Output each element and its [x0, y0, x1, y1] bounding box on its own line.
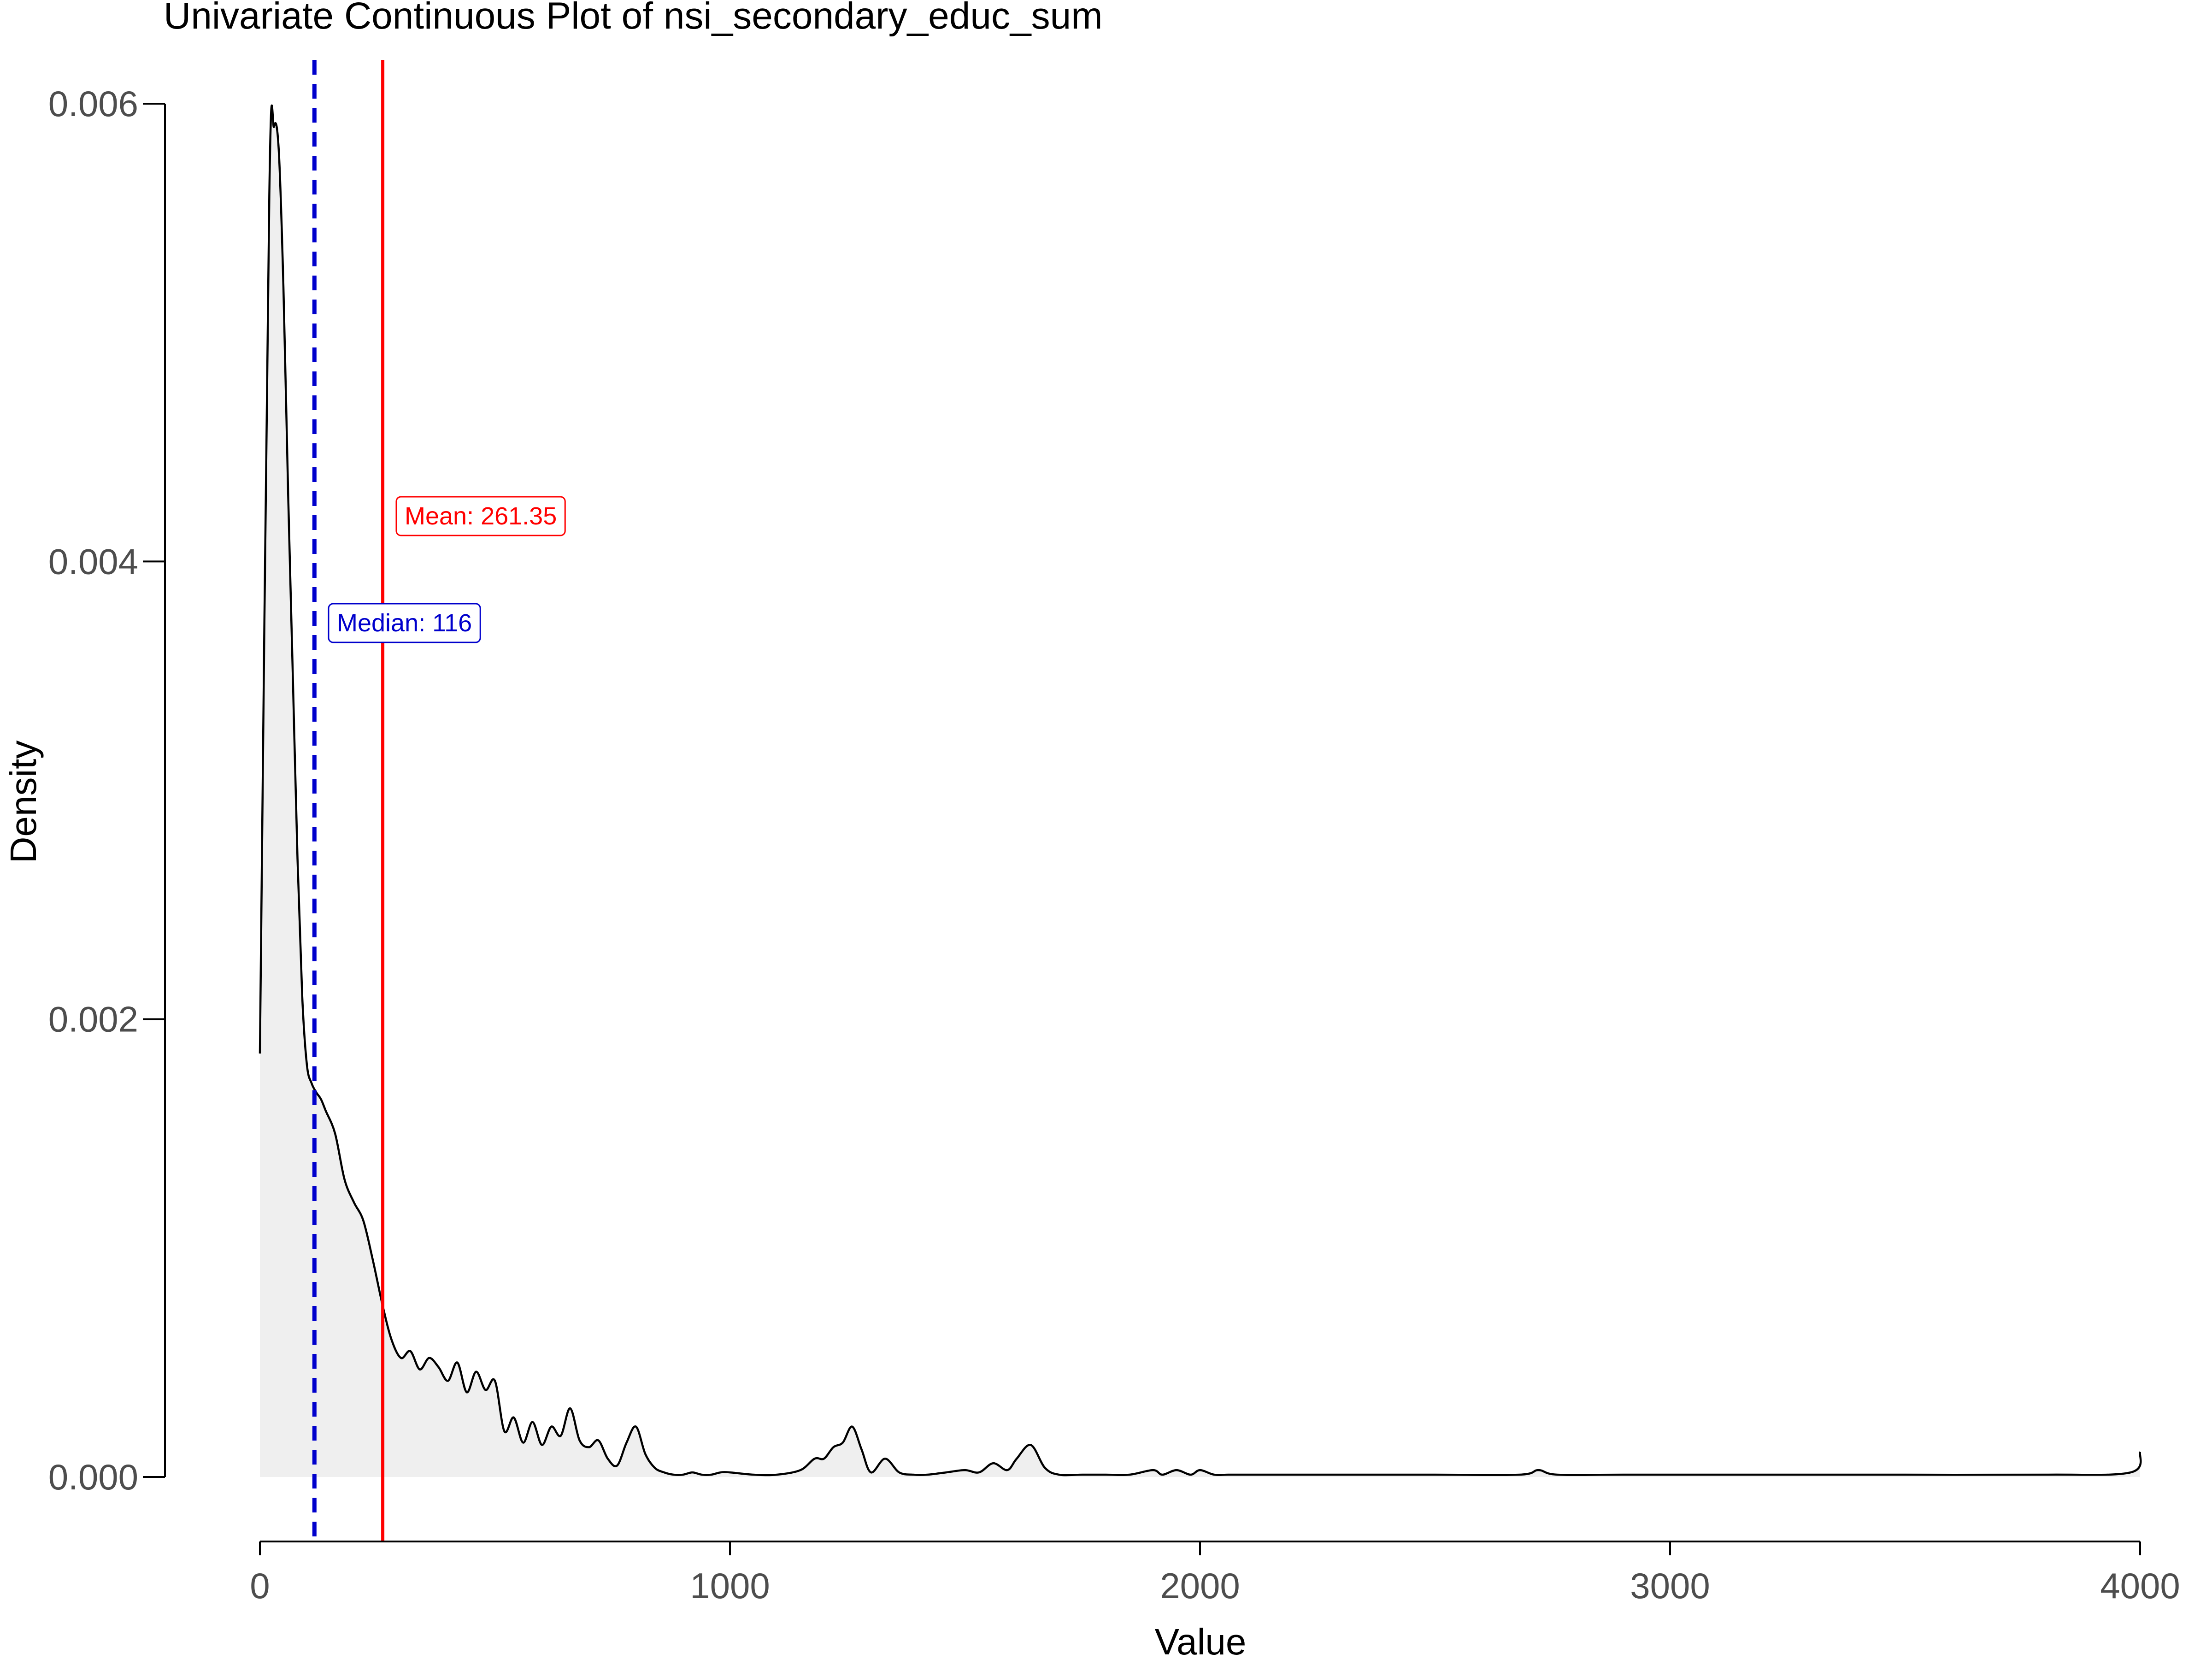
y-tick-label: 0.002 [48, 999, 138, 1040]
x-tick-label: 2000 [1160, 1565, 1240, 1606]
y-axis-title: Density [3, 741, 44, 864]
mean-label-text: Mean: 261.35 [405, 502, 557, 530]
x-tick-label: 4000 [2100, 1565, 2180, 1606]
x-tick-label: 1000 [690, 1565, 770, 1606]
median-label-box [328, 603, 481, 643]
x-tick-label: 0 [250, 1565, 270, 1606]
density-curve [259, 104, 2142, 1477]
annotations: Mean: 261.35 Median: 116 [328, 496, 566, 643]
median-label: Median: 116 [328, 603, 481, 643]
axes: 0 1000 2000 3000 4000 0.000 0.002 0.004 0.006 [48, 83, 2180, 1606]
x-axis-title: Value [1155, 1621, 1247, 1659]
y-tick-label: 0.004 [48, 541, 138, 582]
x-tick-label: 3000 [1630, 1565, 1710, 1606]
y-tick-label: 0.006 [48, 83, 138, 124]
mean-label: Mean: 261.35 [395, 496, 566, 536]
chart-title: Univariate Continuous Plot of nsi_second… [164, 0, 1103, 37]
median-label-text: Median: 116 [337, 609, 472, 637]
plot-area [259, 60, 2142, 1541]
y-tick-label: 0.000 [48, 1457, 138, 1497]
mean-label-box [395, 496, 566, 536]
